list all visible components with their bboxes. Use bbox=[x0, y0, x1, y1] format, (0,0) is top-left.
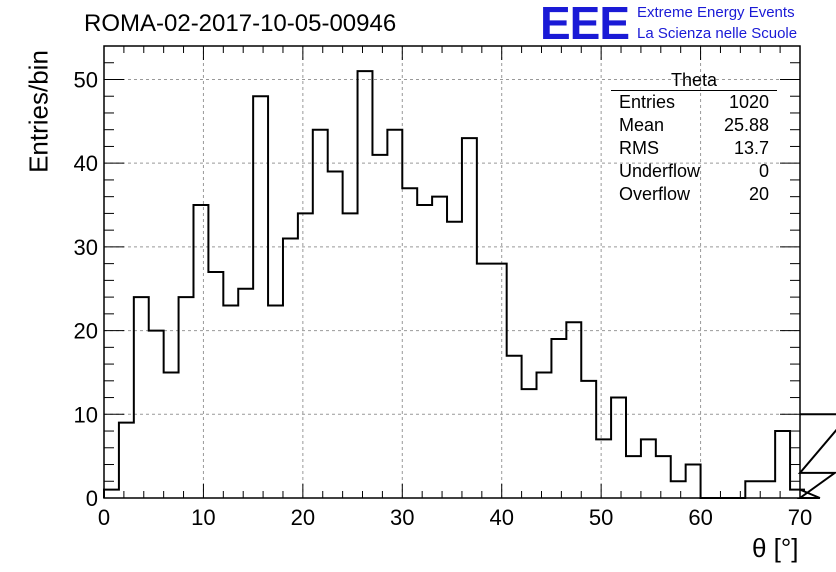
y-tick-label: 30 bbox=[74, 235, 98, 260]
y-tick-label: 20 bbox=[74, 319, 98, 344]
logo-line-1: Extreme Energy Events bbox=[637, 4, 795, 21]
stats-row-entries: Entries 1020 bbox=[611, 91, 777, 114]
stats-row-rms: RMS 13.7 bbox=[611, 137, 777, 160]
histogram-bin bbox=[119, 423, 134, 498]
histogram-bin bbox=[760, 481, 775, 498]
stats-box: Theta Entries 1020 Mean 25.88 RMS 13.7 U… bbox=[611, 70, 777, 206]
y-tick-label: 10 bbox=[74, 402, 98, 427]
x-tick-label: 50 bbox=[589, 505, 613, 530]
histogram-bin bbox=[551, 339, 566, 498]
y-tick-label: 0 bbox=[86, 486, 98, 511]
histogram-bin bbox=[104, 490, 119, 498]
stats-row-underflow: Underflow 0 bbox=[611, 160, 777, 183]
histogram-bin bbox=[387, 130, 402, 498]
histogram-bin bbox=[402, 188, 417, 498]
plot-frame bbox=[103, 45, 801, 499]
histogram-bin bbox=[134, 297, 149, 498]
histogram-bin bbox=[164, 372, 179, 498]
histogram-bin bbox=[671, 481, 686, 498]
histogram-bin bbox=[328, 172, 343, 498]
histogram-bin bbox=[507, 356, 522, 498]
histogram-bin bbox=[298, 213, 313, 498]
grid-lines bbox=[104, 46, 800, 498]
stats-label: RMS bbox=[619, 138, 659, 158]
histogram-bin bbox=[417, 205, 432, 498]
eee-logo: EEE bbox=[540, 0, 630, 49]
stats-label: Mean bbox=[619, 115, 665, 135]
histogram-bin bbox=[656, 456, 671, 498]
histogram-bin bbox=[208, 272, 223, 498]
stats-title: Theta bbox=[611, 70, 777, 91]
logo-line-2: La Scienza nelle Scuole bbox=[637, 25, 798, 42]
histogram-bin bbox=[358, 71, 373, 498]
stats-value: 0 bbox=[758, 161, 769, 181]
histogram-bin bbox=[283, 239, 298, 498]
stats-label: Overflow bbox=[619, 184, 691, 204]
x-tick-label: 10 bbox=[191, 505, 215, 530]
stats-value: 20 bbox=[748, 184, 769, 204]
histogram-bin bbox=[641, 439, 656, 498]
stats-row-mean: Mean 25.88 bbox=[611, 114, 777, 137]
histogram-bin bbox=[253, 96, 268, 498]
histogram-bin bbox=[238, 289, 253, 498]
histogram-bin bbox=[775, 431, 790, 498]
histogram-bin bbox=[581, 381, 596, 498]
x-tick-label: 30 bbox=[390, 505, 414, 530]
y-axis-label: Entries/bin bbox=[23, 50, 54, 173]
histogram-bin bbox=[447, 222, 462, 498]
x-tick-label: 60 bbox=[688, 505, 712, 530]
x-axis-label: θ [°] bbox=[752, 533, 799, 563]
y-tick-label: 40 bbox=[74, 151, 98, 176]
histogram-bin bbox=[790, 490, 800, 498]
histogram-bin bbox=[537, 372, 552, 498]
histogram-bin bbox=[745, 481, 760, 498]
stats-value: 1020 bbox=[728, 92, 769, 112]
histogram-bin bbox=[268, 305, 283, 498]
histogram-bin bbox=[193, 205, 208, 498]
x-tick-label: 40 bbox=[489, 505, 513, 530]
histogram-bin bbox=[432, 197, 447, 498]
histogram-bin bbox=[343, 213, 358, 498]
histogram-bin bbox=[611, 398, 626, 498]
y-tick-label: 50 bbox=[74, 67, 98, 92]
histogram-bin bbox=[372, 155, 387, 498]
histogram-bin bbox=[462, 138, 477, 498]
histogram-bin bbox=[626, 456, 641, 498]
chart-title: ROMA-02-2017-10-05-00946 bbox=[84, 10, 397, 37]
histogram-bin bbox=[596, 439, 611, 498]
stats-row-overflow: Overflow 20 bbox=[611, 183, 777, 206]
histogram-bin bbox=[149, 331, 164, 498]
histogram-bin bbox=[686, 465, 701, 498]
histogram-bin bbox=[477, 264, 492, 498]
histogram-bin bbox=[522, 389, 537, 498]
x-tick-label: 70 bbox=[788, 505, 812, 530]
stats-value: 13.7 bbox=[733, 138, 769, 158]
histogram-bin bbox=[566, 322, 581, 498]
stats-value: 25.88 bbox=[723, 115, 769, 135]
histogram-bin bbox=[179, 297, 194, 498]
histogram-bin bbox=[492, 264, 507, 498]
stats-label: Underflow bbox=[619, 161, 701, 181]
x-tick-label: 0 bbox=[98, 505, 110, 530]
histogram-bin bbox=[313, 130, 328, 498]
stats-label: Entries bbox=[619, 92, 676, 112]
x-tick-label: 20 bbox=[291, 505, 315, 530]
histogram-bin bbox=[223, 305, 238, 498]
